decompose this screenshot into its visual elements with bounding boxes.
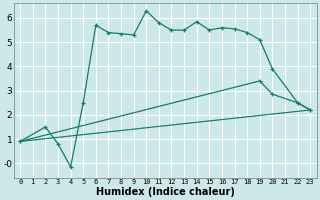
X-axis label: Humidex (Indice chaleur): Humidex (Indice chaleur) [96,187,235,197]
